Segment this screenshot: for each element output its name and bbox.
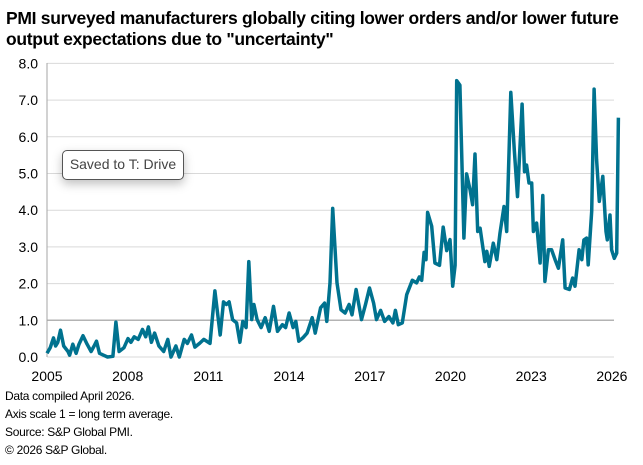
y-tick-label: 8.0 <box>19 55 39 71</box>
y-tick-label: 0.0 <box>19 349 39 365</box>
footnote-source: Source: S&P Global PMI. <box>5 425 133 439</box>
y-tick-label: 7.0 <box>19 92 39 108</box>
footnote-data-compiled: Data compiled April 2026. <box>5 389 135 403</box>
gridlines <box>47 62 614 358</box>
y-tick-label: 5.0 <box>19 166 39 182</box>
series-line <box>45 78 621 359</box>
footnote-axis-scale: Axis scale 1 = long term average. <box>5 407 173 421</box>
saved-tooltip: Saved to T: Drive <box>62 150 184 180</box>
y-axis-tick-labels: 0.0 1.0 2.0 3.0 4.0 5.0 6.0 7.0 8.0 <box>19 55 39 365</box>
x-tick-label: 2014 <box>274 368 305 384</box>
y-tick-label: 6.0 <box>19 129 39 145</box>
y-tick-label: 3.0 <box>19 239 39 255</box>
y-tick-label: 2.0 <box>19 276 39 292</box>
x-tick-label: 2017 <box>354 368 385 384</box>
x-axis-tick-labels: 2005 2008 2011 2014 2017 2020 2023 2026 <box>31 368 627 384</box>
chart-title: PMI surveyed manufacturers globally citi… <box>6 8 619 49</box>
x-tick-label: 2023 <box>516 368 547 384</box>
footnote-copyright: © 2026 S&P Global. <box>5 443 107 457</box>
x-tick-label: 2008 <box>112 368 143 384</box>
x-tick-label: 2005 <box>31 368 62 384</box>
x-tick-label: 2020 <box>435 368 466 384</box>
x-tick-label: 2011 <box>193 368 223 384</box>
y-tick-label: 4.0 <box>19 202 39 218</box>
x-tick-label: 2026 <box>596 368 627 384</box>
y-tick-label: 1.0 <box>19 312 39 328</box>
